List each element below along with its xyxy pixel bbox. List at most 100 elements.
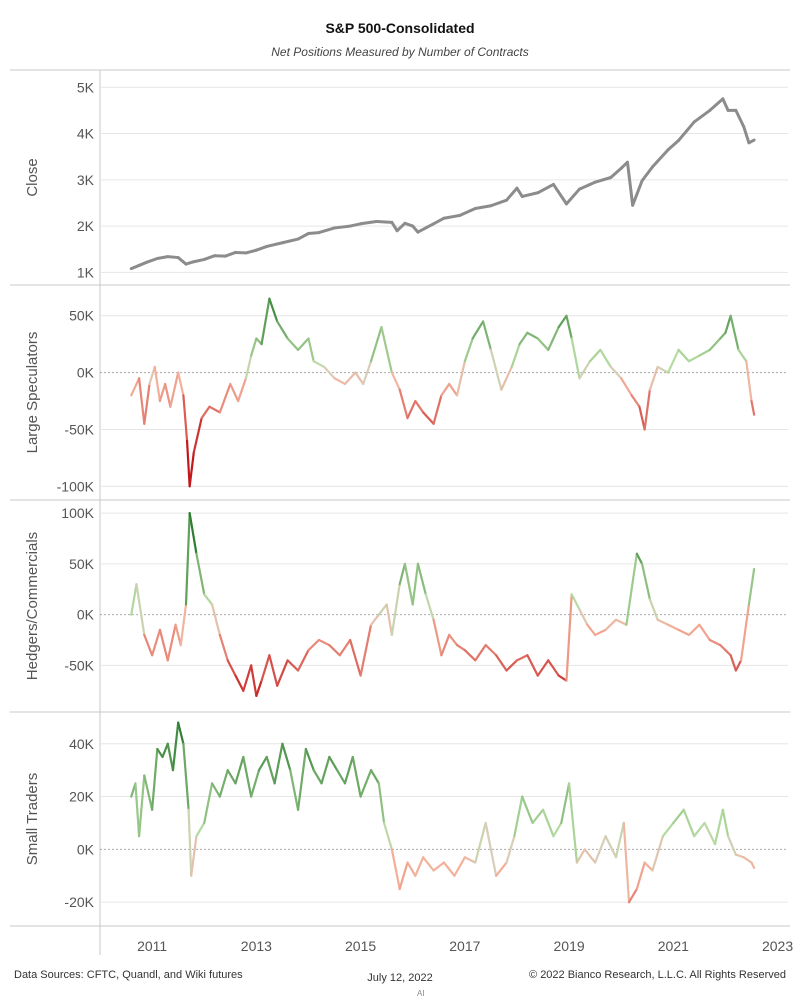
series-segment: [442, 861, 456, 877]
series-segment: [254, 244, 269, 252]
series-segment: [380, 326, 393, 374]
series-segment: [635, 552, 644, 565]
series-segment: [166, 623, 177, 662]
series-segment: [177, 371, 185, 397]
series-segment: [604, 835, 618, 859]
series-segment: [351, 755, 362, 798]
series-segment: [640, 165, 654, 183]
series-segment: [237, 377, 248, 403]
series-segment: [354, 371, 365, 386]
series-segment: [505, 186, 519, 202]
series-segment: [593, 176, 613, 184]
series-segment: [520, 191, 540, 198]
chart-title: S&P 500-Consolidated: [325, 20, 475, 36]
series-segment: [182, 394, 189, 442]
series-segment: [398, 388, 409, 420]
series-segment: [614, 618, 628, 626]
series-segment: [323, 365, 336, 380]
series-segment: [265, 241, 284, 248]
series-segment: [698, 348, 711, 357]
series-segment: [343, 755, 354, 785]
series-segment: [296, 649, 310, 672]
series-segment: [604, 618, 618, 631]
series-segment: [374, 219, 394, 224]
y-tick-label: 20K: [69, 789, 95, 805]
series-segment: [187, 808, 193, 877]
series-segment: [296, 231, 310, 241]
series-segment: [320, 755, 331, 785]
series-segment: [202, 254, 217, 261]
series-segment: [474, 821, 487, 864]
series-segment: [625, 552, 638, 626]
series-segment: [312, 769, 323, 785]
series-segment: [682, 808, 696, 838]
series-segment: [234, 674, 245, 692]
series-segment: [708, 97, 725, 112]
series-segment: [276, 320, 289, 340]
series-segment: [726, 835, 737, 856]
series-segment: [382, 821, 393, 851]
series-segment: [734, 659, 743, 672]
series-segment: [143, 774, 154, 811]
series-segment: [250, 337, 258, 357]
series-segment: [416, 222, 436, 234]
series-segment: [651, 835, 665, 872]
series-segment: [578, 182, 592, 191]
series-segment: [734, 108, 746, 129]
series-segment: [414, 856, 425, 877]
series-segment: [422, 856, 435, 872]
series-segment: [268, 654, 279, 687]
series-segment: [463, 337, 474, 363]
series-segment: [390, 371, 401, 391]
series-segment: [567, 782, 579, 864]
series-segment: [703, 821, 717, 846]
x-tick-label: 2017: [449, 938, 480, 954]
y-tick-label: 50K: [69, 308, 95, 324]
series-segment: [578, 360, 592, 380]
footer-copyright: © 2022 Bianco Research, L.L.C. All Right…: [529, 969, 786, 981]
footer-mark: AI: [417, 989, 425, 998]
series-segment: [257, 755, 268, 772]
series-segment: [390, 583, 401, 637]
series-segment: [161, 742, 169, 759]
series-segment: [164, 382, 172, 408]
series-segment: [218, 769, 229, 798]
series-segment: [307, 638, 321, 652]
series-segment: [440, 382, 451, 397]
series-segment: [552, 821, 563, 838]
series-segment: [377, 603, 388, 616]
series-segment: [179, 603, 188, 647]
x-tick-label: 2021: [658, 938, 689, 954]
series-segment: [565, 593, 573, 682]
series-segment: [155, 255, 170, 260]
chart-subtitle: Net Positions Measured by Number of Cont…: [271, 45, 529, 59]
series-segment: [739, 603, 751, 662]
x-tick-label: 2019: [554, 938, 585, 954]
series-segment: [547, 326, 560, 351]
series-segment: [455, 643, 466, 652]
series-segment: [185, 439, 191, 488]
series-segment: [495, 861, 508, 877]
series-segment: [151, 747, 159, 811]
series-segment: [557, 674, 568, 682]
series-segment: [638, 405, 646, 431]
series-segment: [200, 405, 211, 420]
series-segment: [130, 377, 141, 397]
series-segment: [184, 511, 191, 606]
series-segment: [489, 198, 509, 208]
series-segment: [203, 593, 214, 606]
series-segment: [281, 742, 292, 772]
series-segment: [242, 755, 253, 798]
series-segment: [289, 769, 300, 811]
series-segment: [406, 861, 417, 877]
series-segment: [273, 742, 284, 785]
series-segment: [708, 337, 722, 351]
series-segment: [223, 250, 238, 258]
series-segment: [174, 623, 182, 647]
series-segment: [750, 861, 756, 869]
series-segment: [721, 97, 730, 112]
series-segment: [156, 747, 164, 759]
series-segment: [158, 382, 167, 403]
series-segment: [575, 848, 586, 864]
series-segment: [721, 808, 730, 838]
